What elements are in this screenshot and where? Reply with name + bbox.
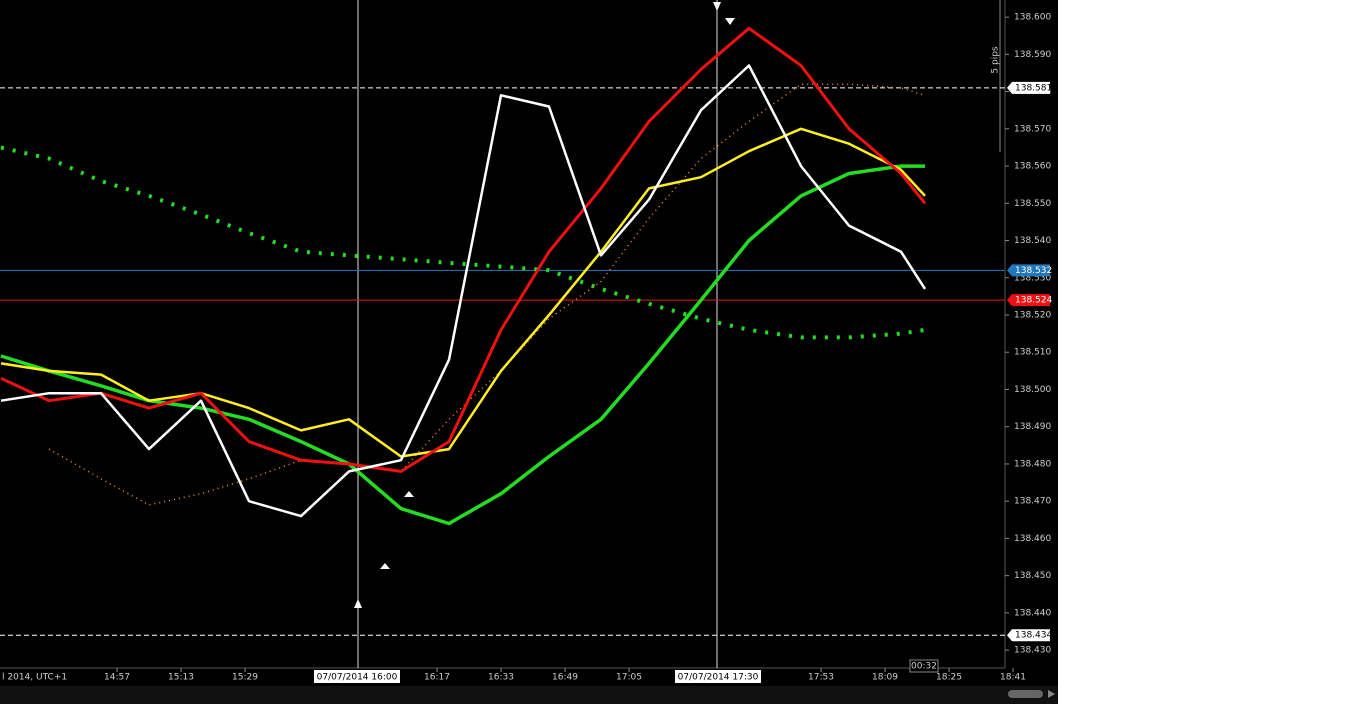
plot (0, 26, 1005, 636)
y-tick-label: 138.440 (1014, 608, 1051, 618)
scrollbar (0, 686, 1058, 704)
cursor-label-box (675, 670, 761, 683)
y-tick-label: 138.600 (1014, 13, 1051, 23)
x-tick-label: 16:17 (424, 673, 450, 683)
y-tick-label: 138.490 (1014, 422, 1051, 432)
series-line (0, 26, 927, 473)
y-tick-label: 138.430 (1014, 646, 1051, 656)
series-line (0, 145, 926, 340)
x-tick-label: 15:29 (232, 673, 258, 683)
y-tick-label: 138.570 (1014, 124, 1051, 134)
y-tick-label: 138.460 (1014, 534, 1051, 544)
price-level-tag (1007, 264, 1050, 277)
cursor-label: 07/07/2014 17:30 (678, 673, 759, 683)
y-tick-label: 138.480 (1014, 459, 1051, 469)
series-line (0, 127, 926, 458)
y-tick-label: 138.500 (1014, 385, 1051, 395)
sell-arrow (725, 18, 735, 25)
y-tick-label: 138.530 (1014, 273, 1051, 283)
y-tick-label: 138.550 (1014, 199, 1051, 209)
series-line (0, 164, 925, 526)
countdown: 00:32 (911, 662, 937, 672)
y-tick-label: 138.450 (1014, 571, 1051, 581)
y-tick-label: 138.540 (1014, 236, 1051, 246)
y-tick-label: 138.470 (1014, 497, 1051, 507)
series-line (0, 64, 927, 518)
price-level-tag (1007, 629, 1050, 642)
y-tick-label: 138.560 (1014, 162, 1051, 172)
cursor-label: 07/07/2014 16:00 (317, 673, 398, 683)
buy-arrow (380, 563, 390, 569)
x-tick-label: 16:49 (552, 673, 578, 683)
price-level-label: 138.532 (1015, 266, 1052, 276)
price-level-tag (1007, 294, 1050, 307)
y-tick-label: 138.510 (1014, 348, 1051, 358)
x-tick-label: 17:53 (808, 673, 834, 683)
price-level-label: 138.524 (1015, 296, 1052, 306)
timezone-label: l 2014, UTC+1 (2, 673, 67, 683)
x-tick-label: 18:41 (1000, 673, 1026, 683)
countdown-box (909, 659, 939, 673)
price-level-tag (1007, 81, 1050, 94)
scroll-right[interactable] (1048, 690, 1055, 698)
cursor-label-box (314, 670, 400, 683)
x-tick-label: 18:25 (936, 673, 962, 683)
y-tick-label: 138.590 (1014, 50, 1051, 60)
price-level-label: 138.434 (1015, 631, 1052, 641)
x-tick-label: 15:13 (168, 673, 194, 683)
x-tick-label: 18:09 (872, 673, 898, 683)
x-tick-label: 14:57 (104, 673, 130, 683)
chart-background (0, 0, 1058, 704)
cursor-arrow (354, 599, 362, 608)
buy-arrow (404, 491, 414, 497)
y-tick-label: 138.520 (1014, 311, 1051, 321)
price-level-label: 138.581 (1015, 83, 1052, 93)
cursor-arrow (713, 2, 721, 11)
x-tick-label: 17:05 (616, 673, 642, 683)
pips-label: 5 pips (991, 46, 1001, 74)
x-tick-label: 16:33 (488, 673, 514, 683)
scroll-thumb[interactable] (1008, 690, 1043, 698)
